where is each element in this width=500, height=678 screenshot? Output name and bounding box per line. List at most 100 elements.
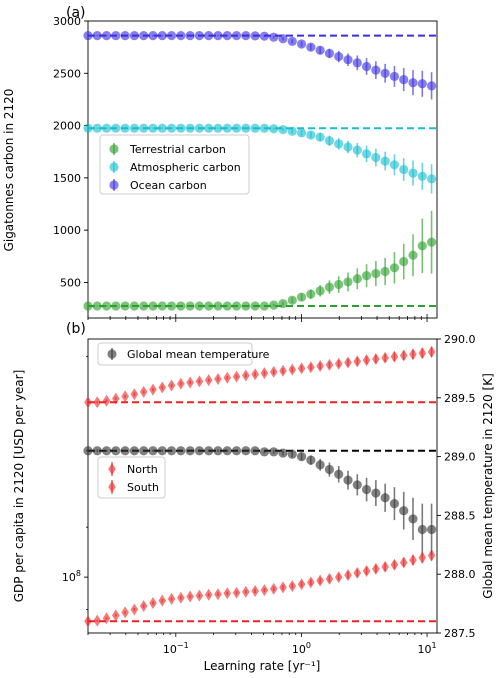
data-point xyxy=(250,301,260,311)
data-point xyxy=(315,45,325,55)
data-point xyxy=(361,271,372,281)
data-point xyxy=(334,51,344,62)
legend-label: Global mean temperature xyxy=(127,348,270,361)
data-point xyxy=(307,576,315,589)
data-point xyxy=(194,123,204,133)
data-point xyxy=(296,292,307,302)
data-point xyxy=(251,368,259,381)
data-point xyxy=(139,31,149,41)
data-point xyxy=(381,560,389,573)
data-point xyxy=(399,556,408,569)
data-point xyxy=(426,237,437,247)
data-point xyxy=(112,392,120,405)
data-point xyxy=(399,74,409,85)
legend-label: Ocean carbon xyxy=(130,179,207,192)
data-point xyxy=(148,446,158,456)
data-point xyxy=(306,42,316,52)
data-point xyxy=(288,363,297,376)
data-point xyxy=(148,123,158,133)
data-point xyxy=(166,123,177,133)
data-point xyxy=(251,584,259,597)
data-point xyxy=(195,375,204,388)
data-point xyxy=(417,241,427,251)
data-point xyxy=(231,31,242,41)
x-tick-label: 100 xyxy=(292,641,311,656)
data-point xyxy=(269,300,279,310)
data-point xyxy=(343,142,353,152)
right-tick-label: 288.5 xyxy=(444,509,476,522)
data-point xyxy=(120,446,130,456)
data-point xyxy=(222,123,232,133)
data-point xyxy=(130,603,139,616)
legend-top-box xyxy=(97,342,253,366)
data-point xyxy=(157,123,167,133)
panel-a-y-axis-label: Gigatonnes carbon in 2120 xyxy=(2,89,16,252)
data-point xyxy=(149,383,157,396)
data-point xyxy=(112,609,120,622)
data-point xyxy=(334,139,344,149)
legend-label: Terrestrial carbon xyxy=(129,143,226,156)
data-point xyxy=(176,301,186,311)
data-point xyxy=(241,123,251,133)
data-point xyxy=(316,574,324,587)
data-point xyxy=(260,367,269,380)
data-point xyxy=(129,123,139,133)
data-point xyxy=(334,357,343,370)
data-point xyxy=(296,128,307,138)
legend-marker xyxy=(109,180,119,190)
data-point xyxy=(399,506,409,516)
data-point xyxy=(399,349,408,362)
data-point xyxy=(362,564,371,577)
panel-b-right-axis-label: Global mean temperature in 2120 [K] xyxy=(481,373,495,599)
right-tick-label: 290.0 xyxy=(444,333,476,346)
data-point xyxy=(83,446,93,456)
data-point xyxy=(297,578,306,591)
data-point xyxy=(194,301,204,311)
legend-marker xyxy=(109,144,119,154)
data-point xyxy=(139,301,149,311)
panel-b-series xyxy=(83,345,437,628)
data-point xyxy=(361,61,372,72)
data-point xyxy=(92,301,102,311)
data-point xyxy=(389,160,400,170)
data-point xyxy=(408,78,418,88)
data-point xyxy=(157,301,167,311)
panel-a-frame xyxy=(87,20,438,319)
data-point xyxy=(195,589,204,602)
data-point xyxy=(344,569,352,582)
data-point xyxy=(259,31,270,41)
data-point xyxy=(389,499,400,509)
data-point xyxy=(250,446,260,456)
data-point xyxy=(121,390,129,403)
data-point xyxy=(288,579,297,592)
data-point xyxy=(408,250,418,260)
data-point xyxy=(241,301,251,311)
data-point xyxy=(426,174,437,184)
data-point xyxy=(325,572,334,585)
data-point xyxy=(408,514,418,524)
data-point xyxy=(279,364,287,377)
data-point xyxy=(213,446,223,456)
data-point xyxy=(83,301,93,311)
data-point xyxy=(148,301,158,311)
data-point xyxy=(213,301,223,311)
data-point xyxy=(269,582,278,595)
data-point xyxy=(278,34,288,44)
right-tick-label: 289.5 xyxy=(444,392,476,405)
data-point xyxy=(231,446,242,456)
data-point xyxy=(278,298,288,309)
data-point xyxy=(158,381,167,394)
right-tick-label: 287.5 xyxy=(444,627,476,640)
data-point xyxy=(186,590,194,603)
data-point xyxy=(93,396,102,409)
data-point xyxy=(380,156,390,166)
data-point xyxy=(269,365,278,378)
data-point xyxy=(380,493,390,503)
data-point xyxy=(418,347,427,360)
data-point xyxy=(241,31,251,41)
data-point xyxy=(352,145,362,155)
data-point xyxy=(232,586,241,599)
data-point xyxy=(296,39,307,49)
data-point xyxy=(204,588,213,601)
right-tick-label: 288.0 xyxy=(444,568,476,581)
